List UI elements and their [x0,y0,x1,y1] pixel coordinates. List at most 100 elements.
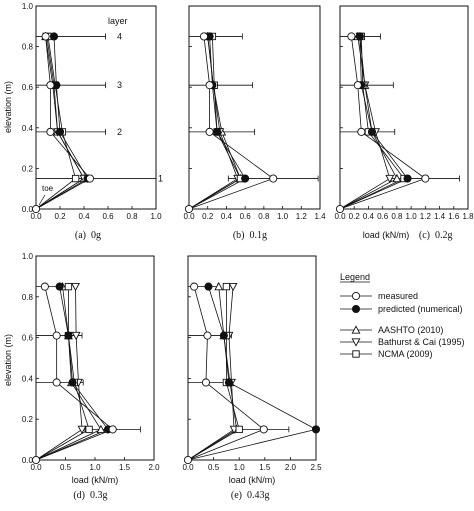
data-point-predicted [204,282,213,291]
data-point-measured [190,282,199,291]
chart-panel-b: 0.0 0.2 0.4 0.6 0.8 1.0 1.2 1.4 (b) 0.1g [183,5,326,241]
panel-caption-value: 0.2g [435,230,453,241]
x-tick-label: 0.6 [377,212,389,221]
data-point-measured [46,127,55,136]
x-tick-label: 1.0 [150,212,162,221]
data-point-ncma [222,282,231,291]
data-point-predicted [64,331,73,340]
x-tick-label: 2.5 [310,463,322,472]
data-point-bathurst [71,331,81,341]
x-tick-label: 0.5 [60,463,72,472]
legend-title: Legend [340,272,370,282]
chart-panel-d: 0.0 0.5 1.0 1.5 2.0 0.0 0.2 0.4 0.6 0.8 1.0 load (k… [22,252,160,501]
legend-marker-aashto [351,325,361,334]
data-point-bathurst [77,425,87,435]
x-tick-label: 0.0 [30,463,42,472]
x-tick-label: 0.8 [258,212,270,221]
data-point-measured [353,81,362,90]
panel-caption-letter: (e) [231,490,242,501]
x-tick-label: 0.2 [202,212,214,221]
series-line-predicted [188,36,246,210]
x-tick-label: 1.2 [420,212,432,221]
legend-label-predicted: predicted (numerical) [378,304,463,314]
panel-caption-value: 0.1g [250,230,268,241]
data-point-ncma [71,174,80,183]
data-point-measured [205,81,214,90]
y-tick-label: 0.0 [22,205,34,214]
y-tick-label: 0.2 [22,164,34,173]
x-tick-label: 0.2 [54,212,66,221]
x-tick-label: 0.2 [349,212,361,221]
data-point-bathurst [228,282,238,292]
x-tick-label: 0.4 [363,212,375,221]
layer-number: 1 [158,174,163,184]
panel-caption-value: 0.43g [247,490,270,501]
x-tick-label: 1.2 [296,212,308,221]
x-tick-label: 0.0 [182,463,194,472]
legend-marker-predicted [351,304,361,314]
series-line-predicted [35,286,109,461]
x-tick-label: 1.4 [314,212,326,221]
x-tick-label: 1.0 [89,463,101,472]
panel-caption-letter: (d) [73,490,85,501]
y-axis-label-bottom: elevation (m) [3,334,13,386]
data-point-measured [205,127,214,136]
data-point-measured [199,32,209,41]
data-point-measured [203,331,212,340]
x-tick-label: 2.0 [285,463,297,472]
data-point-predicted [311,425,321,434]
legend-label-measured: measured [378,291,418,301]
y-tick-label: 0.4 [22,374,34,383]
x-tick-label: 0.4 [221,212,233,221]
series-line-measured [187,286,265,461]
x-tick-label: 0.0 [30,212,42,221]
series-line-ncma [339,36,405,210]
data-point-predicted [49,32,59,41]
y-tick-label: 0.8 [22,43,34,52]
y-tick-label: 0.8 [22,293,34,302]
panel-caption-value: 0g [91,230,101,241]
data-point-aashto [392,173,402,183]
data-point-toe [183,455,193,465]
x-tick-label: 0.4 [78,212,90,221]
data-point-measured [421,174,430,183]
plot-frame [187,255,317,461]
x-tick-label: 1.6 [448,212,460,221]
data-point-aashto [214,281,224,291]
data-point-measured [357,127,366,136]
data-point-ncma [85,425,93,434]
x-tick-label: 1.8 [462,212,474,221]
x-axis-label: load (kN/m) [363,230,410,240]
series-line-aashto [339,36,398,210]
plot-frame [339,5,469,210]
data-point-measured [269,174,278,183]
x-tick-label: 1.5 [119,463,131,472]
data-point-predicted [355,32,364,41]
series-line-bathurst [35,286,83,461]
data-point-measured [52,331,61,340]
data-point-measured [46,81,55,90]
layer-number: 4 [117,31,122,41]
data-point-measured [347,32,356,41]
y-tick-label: 0.2 [22,415,34,424]
y-tick-label: 0.4 [22,124,34,133]
layer-number: 2 [117,127,122,137]
toe-arrow [38,194,46,206]
data-point-predicted [55,282,64,291]
data-point-measured [108,425,117,434]
data-point-toe [31,455,41,465]
legend-label-bathurst: Bathurst & Cai (1995) [378,337,465,347]
x-tick-label: 1.0 [234,463,246,472]
data-point-predicted [68,378,77,387]
x-tick-label: 1.0 [277,212,289,221]
series-line-measured [35,286,114,461]
series-line-aashto [187,286,238,461]
data-point-bathurst [71,282,80,292]
legend-marker-ncma [352,350,360,358]
x-tick-label: 0.6 [102,212,114,221]
data-point-predicted [55,127,65,136]
x-tick-label: 0.8 [126,212,138,221]
x-tick-label: 1.5 [259,463,271,472]
x-tick-label: 1.4 [434,212,446,221]
